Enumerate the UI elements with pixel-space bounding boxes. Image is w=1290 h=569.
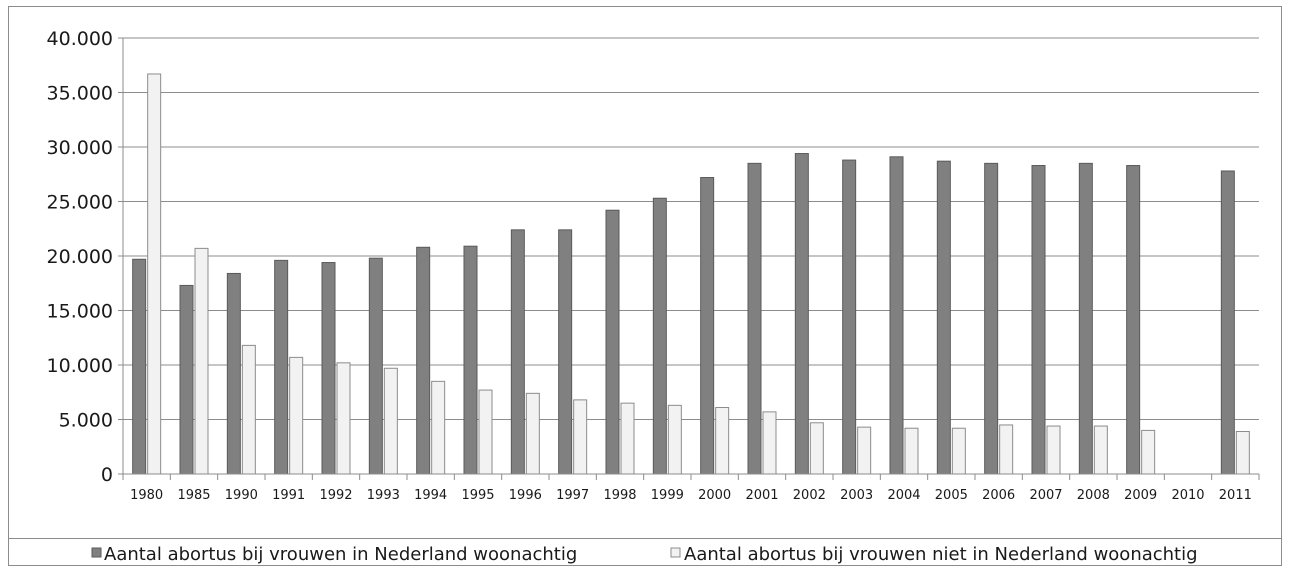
bar-series-2 <box>1141 429 1156 475</box>
x-tick-label: 2000 <box>698 488 731 503</box>
bar-series-1 <box>1031 165 1046 475</box>
x-tick-label: 2009 <box>1124 488 1157 503</box>
bar-series-1 <box>1126 165 1141 475</box>
axes <box>118 37 1260 480</box>
bar-series-2 <box>573 399 588 475</box>
bar-series-2 <box>241 344 256 475</box>
bar-series-1 <box>132 258 147 475</box>
bar-series-2 <box>667 404 682 475</box>
legend-swatch <box>91 547 102 558</box>
bar-series-2 <box>762 411 777 475</box>
x-axis-tick-labels: 1980 1985 1990 1991 1992 1993 1994 1995 1996 1997… <box>130 488 1252 503</box>
legend-label: Aantal abortus bij vrouwen in Nederland … <box>104 544 577 565</box>
x-tick-label: 1999 <box>651 488 684 503</box>
bar-series-1 <box>747 162 762 475</box>
bar-series-2 <box>620 402 635 475</box>
x-tick-label: 1998 <box>603 488 636 503</box>
bar-series-1 <box>226 272 241 475</box>
bar-series-1 <box>889 156 904 475</box>
legend: Aantal abortus bij vrouwen in Nederland … <box>91 544 1198 565</box>
bar-series-1 <box>936 160 951 475</box>
bar-series-2 <box>431 380 446 475</box>
x-tick-label: 2008 <box>1077 488 1110 503</box>
bar-series-2 <box>1235 430 1250 475</box>
x-tick-label: 2011 <box>1219 488 1252 503</box>
x-tick-label: 2010 <box>1171 488 1204 503</box>
bar-series-1 <box>558 229 573 475</box>
bar-series-1 <box>510 229 525 475</box>
chart-frame <box>8 6 1282 566</box>
bar-series-1 <box>700 177 715 475</box>
legend-swatch <box>670 547 681 558</box>
y-tick-label: 15.000 <box>47 301 113 323</box>
bar-series-1 <box>984 162 999 475</box>
x-tick-label: 2002 <box>793 488 826 503</box>
bar-series-2 <box>383 367 398 475</box>
x-tick-label: 1985 <box>177 488 210 503</box>
bar-series-1 <box>794 153 809 475</box>
bar-series-1 <box>605 209 620 475</box>
bar-series-1 <box>416 246 431 475</box>
bar-series-2 <box>715 407 730 475</box>
x-tick-label: 2003 <box>840 488 873 503</box>
y-tick-label: 5.000 <box>59 410 113 432</box>
bar-series-1 <box>368 257 383 475</box>
bar-series-2 <box>525 392 540 475</box>
y-tick-label: 10.000 <box>47 355 113 377</box>
bar-series-1 <box>1220 170 1235 475</box>
y-tick-label: 40.000 <box>47 28 113 50</box>
x-tick-label: 1980 <box>130 488 163 503</box>
bar-series-2 <box>1046 425 1061 475</box>
x-tick-label: 1993 <box>367 488 400 503</box>
x-tick-label: 2006 <box>982 488 1015 503</box>
y-tick-label: 35.000 <box>47 83 113 105</box>
bar-series-1 <box>321 262 336 475</box>
x-tick-label: 1994 <box>414 488 447 503</box>
x-tick-label: 2007 <box>1029 488 1062 503</box>
x-tick-label: 1997 <box>556 488 589 503</box>
bar-series-2 <box>147 73 162 475</box>
bar-series-2 <box>194 247 209 475</box>
x-tick-label: 1995 <box>461 488 494 503</box>
legend-divider <box>8 538 1282 539</box>
x-tick-label: 2001 <box>745 488 778 503</box>
bar-series-2 <box>289 356 304 475</box>
gridlines <box>123 37 1259 420</box>
y-tick-label: 20.000 <box>47 246 113 268</box>
bar-series-2 <box>336 362 351 475</box>
bar-series-1 <box>274 259 289 475</box>
x-tick-label: 1992 <box>319 488 352 503</box>
bar-series-2 <box>478 389 493 475</box>
bar-series-2 <box>999 424 1014 475</box>
bar-series-2 <box>1093 425 1108 475</box>
bar-series-1 <box>1078 162 1093 475</box>
bar-series-2 <box>904 427 919 475</box>
y-tick-label: 30.000 <box>47 137 113 159</box>
x-tick-label: 1991 <box>272 488 305 503</box>
bar-series-2 <box>857 426 872 475</box>
y-tick-label: 0 <box>101 464 113 486</box>
bar-series-1 <box>652 197 667 475</box>
bar-series-2 <box>809 422 824 475</box>
y-tick-label: 25.000 <box>47 192 113 214</box>
bar-series-1 <box>463 245 478 475</box>
x-tick-label: 2005 <box>935 488 968 503</box>
bar-series-1 <box>179 284 194 475</box>
bar-series-2 <box>951 427 966 475</box>
legend-label: Aantal abortus bij vrouwen niet in Neder… <box>684 544 1198 565</box>
y-axis-tick-labels: 0 5.000 10.000 15.000 20.000 25.000 30.000 35.0… <box>47 28 113 486</box>
x-tick-label: 1990 <box>225 488 258 503</box>
bars <box>132 73 1250 475</box>
bar-series-1 <box>842 159 857 475</box>
x-tick-label: 1996 <box>509 488 542 503</box>
x-tick-label: 2004 <box>887 488 920 503</box>
